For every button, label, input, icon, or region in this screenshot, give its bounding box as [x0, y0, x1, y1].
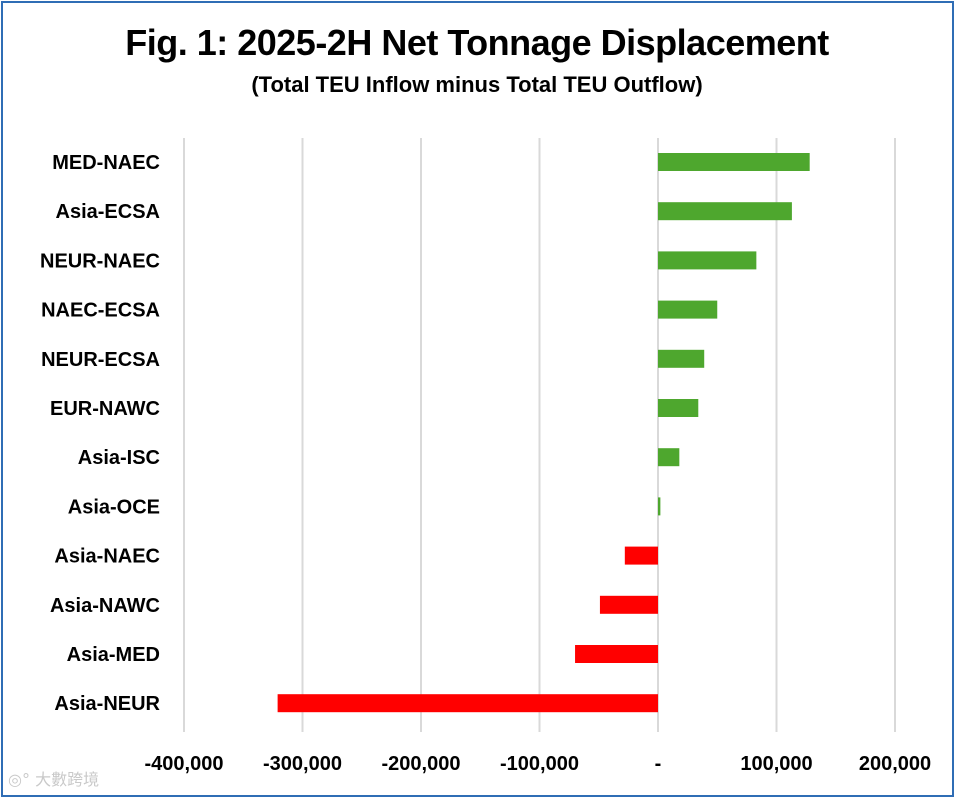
watermark-text: 大數跨境 — [35, 770, 100, 789]
category-label: NEUR-NAEC — [40, 250, 160, 272]
category-label: Asia-MED — [67, 644, 160, 666]
category-label: MED-NAEC — [52, 152, 160, 174]
category-label: NAEC-ECSA — [41, 300, 160, 322]
bar — [658, 349, 705, 368]
bar — [658, 202, 792, 221]
bar — [658, 300, 718, 319]
category-label: Asia-NAWC — [50, 595, 160, 617]
watermark-logo: ◎° 大數跨境 — [8, 766, 99, 790]
category-label: EUR-NAWC — [50, 398, 160, 420]
chart-title: Fig. 1: 2025-2H Net Tonnage Displacement — [125, 22, 829, 63]
bar — [277, 694, 658, 713]
x-tick-label: -200,000 — [382, 753, 461, 775]
category-label: Asia-ECSA — [56, 201, 160, 223]
x-tick-label: 200,000 — [859, 753, 931, 775]
bar — [658, 153, 810, 171]
category-label: Asia-NAEC — [54, 546, 160, 568]
x-tick-label: -100,000 — [500, 753, 579, 775]
bar — [658, 497, 661, 516]
bar — [599, 595, 658, 614]
bar — [658, 399, 699, 417]
category-label: Asia-OCE — [68, 496, 160, 518]
x-tick-label: -300,000 — [263, 753, 342, 775]
bar — [658, 448, 680, 467]
bar — [575, 645, 658, 663]
x-tick-label: -400,000 — [145, 753, 224, 775]
x-tick-label: 100,000 — [740, 753, 812, 775]
bar — [624, 546, 658, 565]
bar — [658, 251, 757, 270]
category-label: Asia-NEUR — [54, 693, 160, 715]
category-label: Asia-ISC — [78, 447, 160, 469]
x-tick-label: - — [655, 753, 662, 775]
watermark-icon: ◎° — [8, 770, 30, 789]
category-label: NEUR-ECSA — [41, 349, 160, 371]
chart-subtitle: (Total TEU Inflow minus Total TEU Outflo… — [251, 72, 703, 97]
